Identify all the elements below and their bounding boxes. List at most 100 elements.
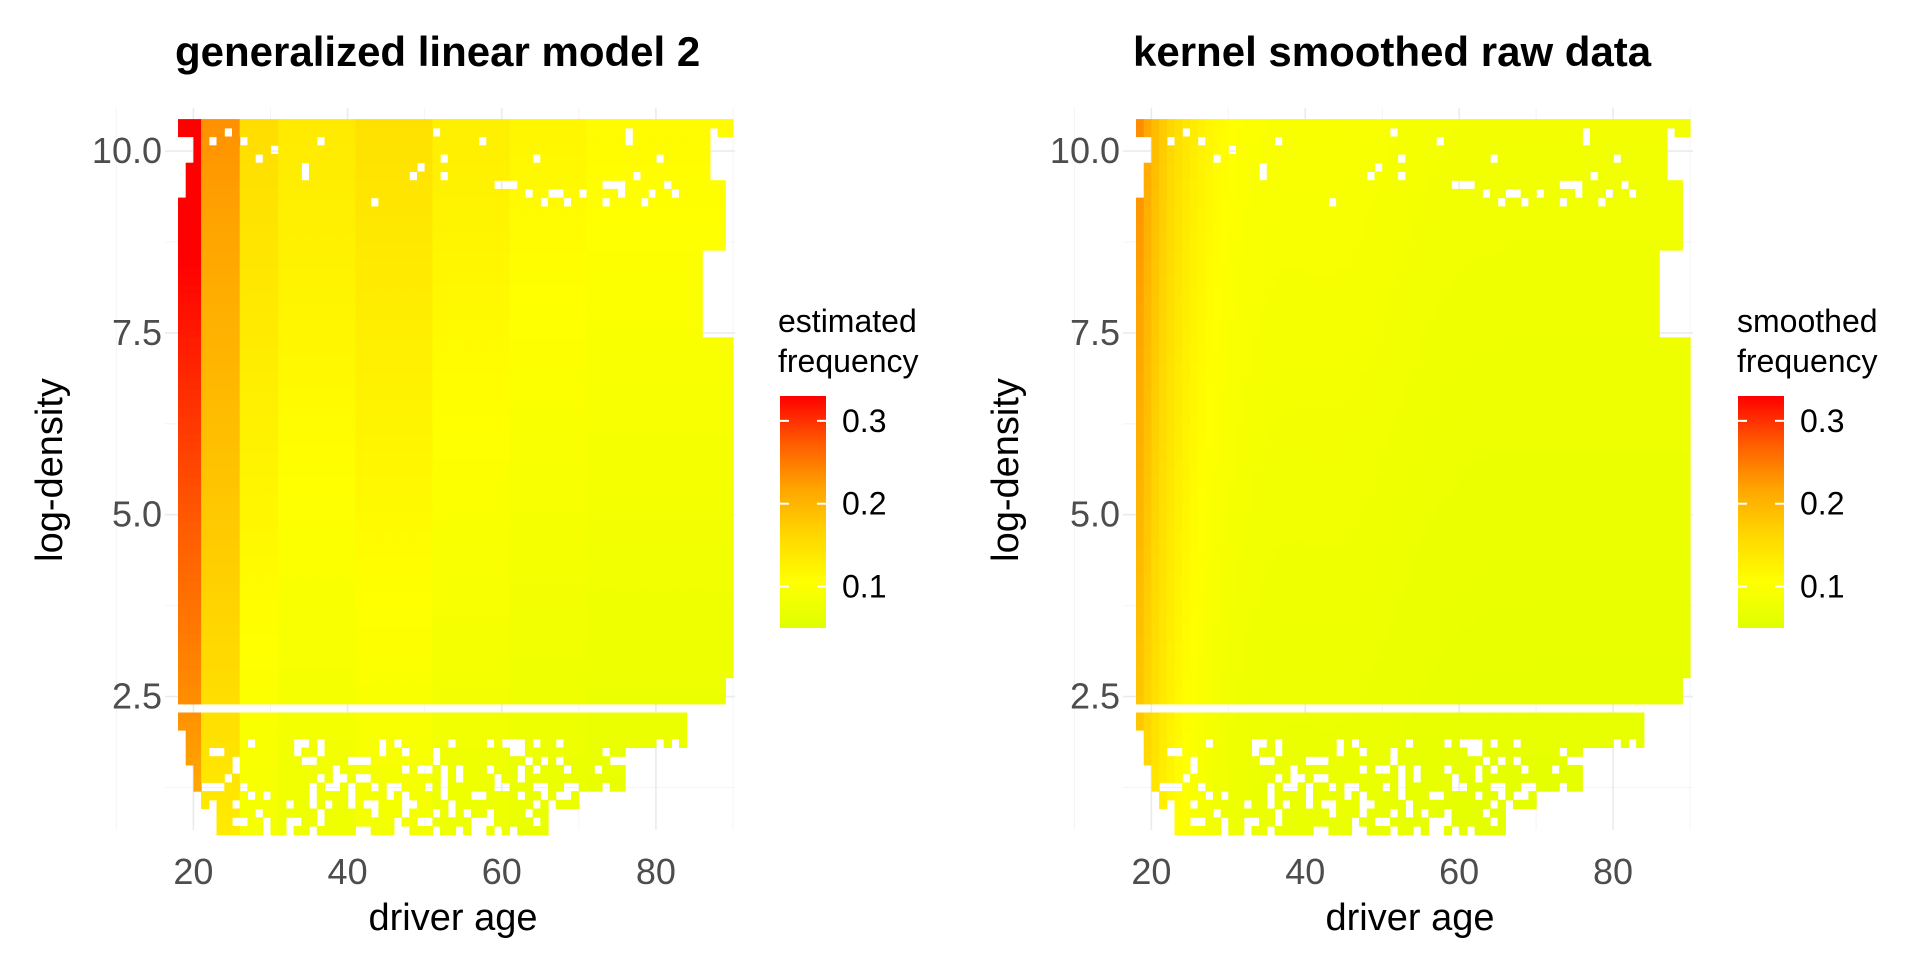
heatmap-cell [440, 503, 449, 513]
heatmap-cell [532, 695, 541, 705]
heatmap-cell [555, 337, 564, 347]
heatmap-cell [270, 162, 279, 172]
heatmap-cell [386, 197, 395, 207]
heatmap-cell [632, 476, 642, 487]
heatmap-cell [301, 520, 310, 530]
heatmap-cell [185, 476, 194, 487]
heatmap-cell [440, 520, 449, 530]
heatmap-cell [455, 450, 464, 460]
heatmap-cell [725, 590, 734, 600]
heatmap-cell [509, 293, 518, 303]
heatmap-cell [278, 651, 287, 661]
heatmap-cell [285, 520, 295, 530]
heatmap-cell [655, 250, 665, 260]
heatmap-cell [648, 346, 657, 356]
heatmap-cell [501, 572, 511, 583]
heatmap-cell [609, 511, 618, 522]
heatmap-cell [224, 712, 233, 722]
heatmap-cell [455, 197, 464, 207]
heatmap-cell [293, 529, 302, 539]
heatmap-cell [594, 494, 603, 504]
heatmap-cell [216, 250, 225, 260]
heatmap-cell [663, 398, 672, 408]
heatmap-cell [332, 642, 341, 652]
heatmap-cell [571, 651, 580, 661]
heatmap-cell [686, 363, 696, 373]
heatmap-cell [578, 442, 588, 452]
heatmap-cell [648, 276, 657, 286]
heatmap-cell [501, 764, 511, 775]
heatmap-cell [632, 223, 642, 234]
heatmap-cell [239, 747, 248, 757]
heatmap-cell [478, 206, 487, 216]
heatmap-cell [293, 232, 302, 242]
heatmap-cell [370, 415, 379, 426]
heatmap-cell [694, 433, 703, 443]
heatmap-cell [648, 555, 657, 565]
heatmap-cell [709, 520, 719, 530]
heatmap-cell [185, 398, 194, 408]
heatmap-cell [655, 590, 665, 600]
heatmap-cell [524, 791, 534, 801]
heatmap-cell [586, 389, 595, 399]
heatmap-cell [578, 284, 588, 295]
heatmap-cell [363, 730, 372, 740]
heatmap-cell [363, 232, 372, 242]
heatmap-cell [517, 555, 526, 565]
heatmap-cell [617, 459, 626, 469]
heatmap-cell [694, 407, 703, 417]
heatmap-cell [285, 616, 295, 626]
heatmap-cell [378, 712, 387, 722]
heatmap-cell [440, 311, 449, 321]
heatmap-cell [609, 625, 618, 635]
heatmap-cell [278, 258, 287, 268]
heatmap-cell [417, 293, 426, 303]
heatmap-cell [640, 555, 649, 565]
heatmap-cell [540, 206, 549, 216]
heatmap-cell [671, 197, 680, 207]
heatmap-cell [424, 407, 433, 417]
heatmap-cell [548, 407, 557, 417]
heatmap-cell [602, 520, 611, 530]
heatmap-cell [594, 668, 603, 679]
heatmap-cell [578, 346, 588, 356]
heatmap-cell [440, 354, 449, 364]
heatmap-cell [563, 398, 572, 408]
heatmap-cell [609, 634, 618, 644]
heatmap-cell [270, 712, 279, 722]
heatmap-cell [671, 206, 680, 216]
heatmap-cell [679, 538, 688, 548]
heatmap-cell [517, 171, 526, 181]
heatmap-cell [486, 389, 495, 399]
heatmap-cell [285, 738, 295, 748]
heatmap-cell [609, 695, 618, 705]
heatmap-cell [216, 494, 225, 504]
heatmap-cell [370, 817, 379, 827]
heatmap-cell [694, 651, 703, 661]
heatmap-cell [262, 476, 272, 487]
heatmap-cell [524, 337, 534, 347]
heatmap-cell [455, 354, 464, 364]
heatmap-cell [617, 215, 626, 225]
heatmap-cell [632, 599, 642, 609]
heatmap-cell [417, 267, 426, 277]
heatmap-cell [440, 442, 449, 452]
heatmap-cell [586, 250, 595, 260]
heatmap-cell [632, 389, 642, 399]
heatmap-cell [540, 293, 549, 303]
heatmap-cell [355, 459, 364, 469]
heatmap-cell [540, 494, 549, 504]
heatmap-cell [694, 363, 703, 373]
heatmap-cell [532, 180, 541, 190]
heatmap-cell [363, 747, 372, 757]
heatmap-cell [332, 206, 341, 216]
heatmap-cell [432, 564, 441, 574]
heatmap-cell [301, 607, 310, 618]
heatmap-cell [632, 450, 642, 460]
heatmap-cell [478, 188, 487, 199]
heatmap-cell [262, 799, 272, 810]
heatmap-cell [440, 276, 449, 286]
heatmap-cell [494, 223, 503, 234]
heatmap-cell [524, 398, 534, 408]
heatmap-cell [417, 642, 426, 652]
